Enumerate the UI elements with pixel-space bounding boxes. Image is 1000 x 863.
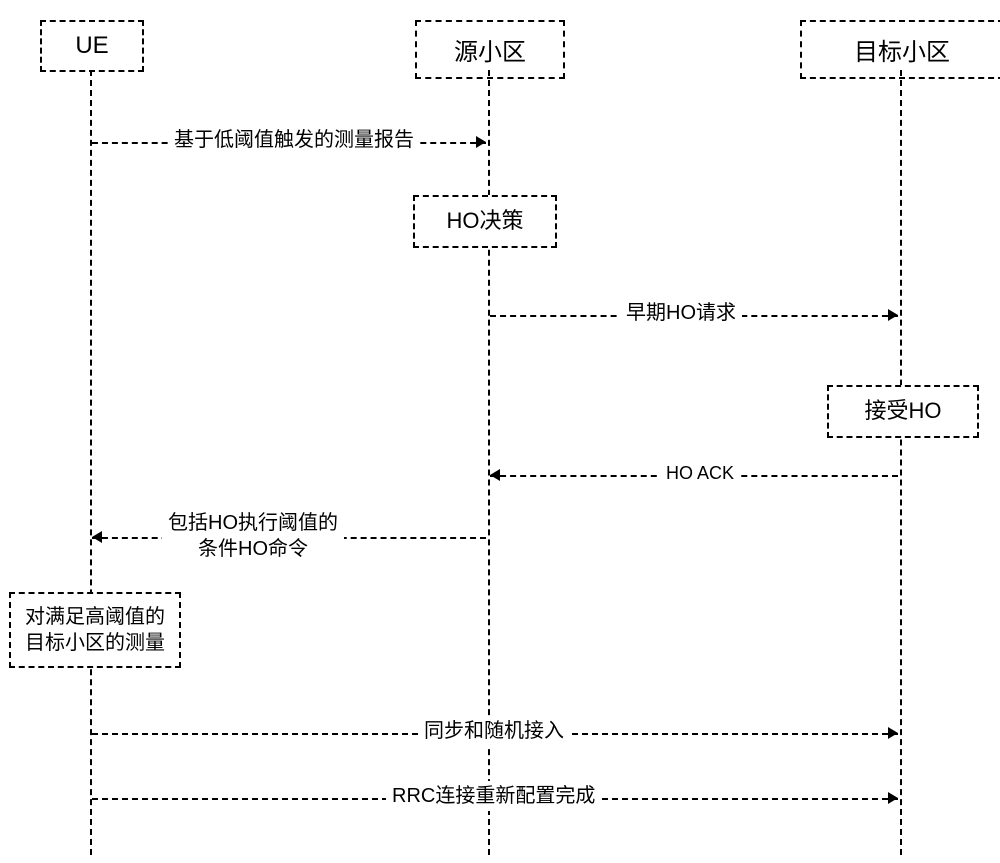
activity-measure-target-line1: 对满足高阈值的 [25, 606, 165, 628]
msg-ho-ack-label: HO ACK [660, 460, 740, 487]
msg-early-ho-request-label: 早期HO请求 [620, 298, 742, 328]
msg-rrc-complete-arrow [888, 792, 898, 804]
msg-conditional-ho-label: 包括HO执行阈值的 条件HO命令 [162, 508, 344, 564]
msg-ho-ack-arrow [490, 469, 500, 481]
participant-ue-label: UE [75, 32, 108, 59]
participant-source: 源小区 [415, 20, 565, 79]
activity-measure-target-line2: 目标小区的测量 [25, 632, 165, 654]
lifeline-target [900, 70, 902, 855]
msg-early-ho-request-arrow [888, 309, 898, 321]
lifeline-ue [90, 70, 92, 855]
activity-accept-ho-label: 接受HO [864, 398, 941, 423]
msg-conditional-ho-arrow [92, 531, 102, 543]
msg-sync-rach-arrow [888, 727, 898, 739]
msg-measurement-report-label: 基于低阈值触发的测量报告 [168, 125, 420, 155]
participant-target-label: 目标小区 [854, 39, 950, 66]
msg-sync-rach-label: 同步和随机接入 [418, 716, 570, 746]
activity-measure-target: 对满足高阈值的 目标小区的测量 [9, 592, 181, 668]
activity-ho-decision: HO决策 [413, 195, 557, 248]
msg-rrc-complete-label: RRC连接重新配置完成 [386, 781, 601, 811]
activity-ho-decision-label: HO决策 [446, 208, 523, 233]
msg-conditional-ho-label-line1: 包括HO执行阈值的 [168, 512, 338, 534]
participant-ue: UE [40, 20, 144, 72]
activity-accept-ho: 接受HO [827, 385, 979, 438]
msg-measurement-report-arrow [476, 136, 486, 148]
participant-source-label: 源小区 [454, 39, 526, 66]
sequence-diagram: UE 源小区 目标小区 基于低阈值触发的测量报告 HO决策 早期HO请求 接受H… [0, 0, 1000, 863]
msg-conditional-ho-label-line2: 条件HO命令 [198, 538, 308, 560]
